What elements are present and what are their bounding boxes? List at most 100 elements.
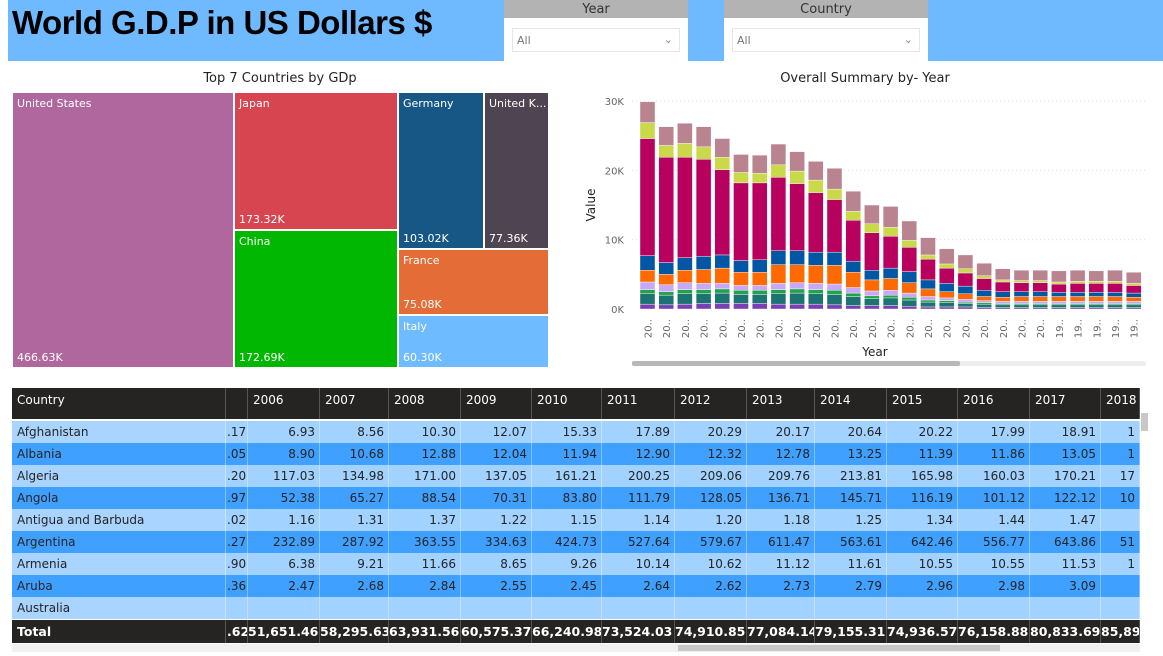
bar-segment[interactable] [901, 240, 917, 248]
bar-segment[interactable] [808, 293, 824, 305]
bar-segment[interactable] [882, 267, 899, 279]
bar-segment[interactable] [1126, 283, 1142, 286]
bar-stack[interactable] [658, 126, 674, 310]
bar-segment[interactable] [976, 263, 992, 276]
table-row[interactable]: Australia [12, 597, 1140, 619]
bar-segment[interactable] [695, 159, 712, 257]
bar-stack[interactable] [826, 168, 843, 310]
bar-segment[interactable] [677, 257, 693, 271]
column-header[interactable]: 2006 [248, 388, 320, 419]
table-row[interactable]: Armenia .90 6.38 9.21 11.66 8.65 9.26 10.14 10.6… [12, 553, 1140, 575]
bar-segment[interactable] [995, 301, 1011, 304]
bar-segment[interactable] [770, 293, 787, 305]
bar-segment[interactable] [939, 267, 955, 284]
bar-segment[interactable] [882, 206, 899, 228]
bar-segment[interactable] [677, 293, 693, 305]
bar-segment[interactable] [1088, 307, 1104, 310]
bar-segment[interactable] [976, 278, 992, 291]
bar-segment[interactable] [751, 259, 768, 273]
bar-segment[interactable] [939, 300, 955, 303]
bar-segment[interactable] [789, 250, 805, 265]
bar-stack[interactable] [1088, 270, 1104, 310]
bar-segment[interactable] [658, 262, 674, 275]
bar-segment[interactable] [957, 293, 974, 300]
bar-stack[interactable] [770, 143, 787, 310]
bar-segment[interactable] [939, 263, 955, 269]
bar-stack[interactable] [976, 263, 992, 310]
bar-segment[interactable] [695, 256, 712, 270]
bar-segment[interactable] [677, 123, 693, 144]
bar-segment[interactable] [1126, 307, 1142, 310]
bar-segment[interactable] [1126, 301, 1142, 304]
bar-segment[interactable] [845, 296, 861, 306]
bar-stack[interactable] [639, 101, 656, 310]
bar-segment[interactable] [826, 290, 843, 295]
column-header[interactable]: 2011 [602, 388, 675, 419]
bar-segment[interactable] [1069, 269, 1086, 282]
bar-segment[interactable] [639, 122, 656, 139]
bar-segment[interactable] [939, 283, 955, 292]
bar-segment[interactable] [901, 306, 917, 310]
bar-segment[interactable] [957, 299, 974, 303]
bar-segment[interactable] [808, 289, 824, 294]
bar-segment[interactable] [639, 293, 656, 305]
bar-segment[interactable] [808, 179, 824, 193]
bar-segment[interactable] [845, 287, 861, 294]
bar-segment[interactable] [957, 272, 974, 287]
bar-segment[interactable] [995, 307, 1011, 310]
bar-segment[interactable] [1107, 296, 1123, 302]
bar-segment[interactable] [901, 271, 917, 283]
column-header[interactable]: 2016 [958, 388, 1030, 419]
bar-segment[interactable] [751, 272, 768, 286]
bar-stack[interactable] [939, 248, 955, 310]
bar-segment[interactable] [1088, 283, 1104, 293]
bar-segment[interactable] [957, 285, 974, 294]
bar-stack[interactable] [901, 220, 917, 310]
bar-segment[interactable] [808, 283, 824, 290]
bar-segment[interactable] [733, 260, 749, 273]
bar-segment[interactable] [1051, 307, 1067, 310]
year-dropdown[interactable]: All ⌄ [512, 28, 680, 52]
column-header[interactable]: 2007 [320, 388, 389, 419]
bar-segment[interactable] [1107, 281, 1123, 284]
country-dropdown[interactable]: All ⌄ [732, 28, 920, 52]
bar-segment[interactable] [1051, 303, 1067, 306]
bar-segment[interactable] [995, 304, 1011, 308]
bar-segment[interactable] [1013, 301, 1030, 304]
bar-segment[interactable] [864, 290, 880, 297]
bar-segment[interactable] [1032, 291, 1048, 297]
bar-segment[interactable] [770, 177, 787, 251]
bar-segment[interactable] [733, 182, 749, 261]
bar-segment[interactable] [845, 272, 861, 288]
bar-segment[interactable] [1051, 296, 1067, 302]
bar-segment[interactable] [751, 154, 768, 174]
bar-segment[interactable] [1032, 303, 1048, 306]
bar-segment[interactable] [1013, 282, 1030, 292]
bar-segment[interactable] [1032, 296, 1048, 302]
column-header[interactable]: 2015 [887, 388, 958, 419]
bar-segment[interactable] [864, 298, 880, 306]
bar-segment[interactable] [920, 237, 936, 256]
treemap-tile[interactable]: Italy 60.30K [398, 315, 549, 368]
column-header[interactable]: 2012 [675, 388, 747, 419]
bar-segment[interactable] [957, 301, 974, 304]
bar-stack[interactable] [1107, 269, 1123, 310]
bar-segment[interactable] [1126, 297, 1142, 302]
bar-segment[interactable] [1088, 304, 1104, 308]
bar-segment[interactable] [1032, 304, 1048, 308]
column-header[interactable]: 2014 [815, 388, 887, 419]
column-header[interactable]: 2013 [747, 388, 815, 419]
bar-segment[interactable] [1032, 269, 1048, 281]
bar-segment[interactable] [901, 220, 917, 241]
bar-segment[interactable] [695, 293, 712, 304]
bar-segment[interactable] [1069, 296, 1086, 302]
bar-segment[interactable] [864, 305, 880, 310]
bar-segment[interactable] [639, 255, 656, 271]
bar-stack[interactable] [957, 254, 974, 310]
bar-segment[interactable] [677, 269, 693, 283]
bar-stack[interactable] [864, 204, 880, 310]
bar-segment[interactable] [658, 304, 674, 310]
bar-segment[interactable] [939, 302, 955, 308]
bar-segment[interactable] [714, 267, 731, 284]
bar-stack[interactable] [845, 190, 861, 310]
